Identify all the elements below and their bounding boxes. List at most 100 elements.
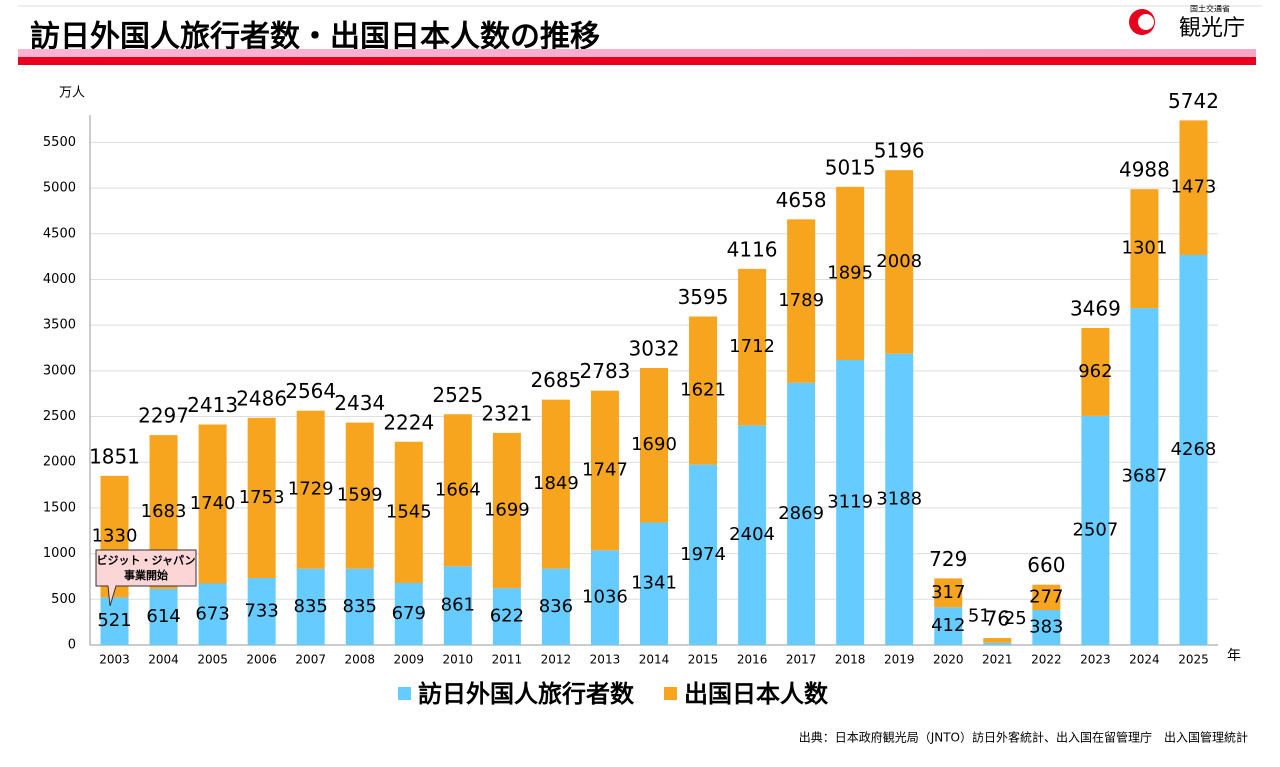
y-tick-label: 2500 [43,409,76,424]
bar-segment [590,550,619,645]
bar-segment [1179,254,1208,645]
value-label: 1621 [680,380,726,401]
bar-segment [1081,328,1110,416]
x-tick-label: 2022 [1031,653,1062,667]
source: 出典：日本政府観光局（JNTO）訪日外客統計、出入国在留管理庁 出入国管理統計 [799,730,1248,745]
total-label: 4988 [1119,158,1170,182]
value-label: 835 [343,596,377,617]
value-label: 962 [1078,361,1112,382]
value-label: 1789 [778,290,824,311]
value-label: 2008 [876,251,922,272]
page-title: 訪日外国人旅行者数・出国日本人数の推移 [30,20,600,55]
value-label: 2404 [729,524,775,545]
y-tick-label: 2000 [43,455,76,470]
value-label: 521 [97,610,131,631]
value-label: 4268 [1171,439,1217,460]
x-tick-label: 2012 [541,653,572,667]
value-label: 3188 [876,488,922,509]
bar-segment [149,588,178,645]
value-label: 1473 [1171,177,1217,198]
value-label: 1729 [288,479,334,500]
bar-segment [541,399,570,569]
value-label: 1599 [337,485,383,506]
value-label: 1895 [827,262,873,283]
x-tick-label: 2004 [148,653,179,667]
title-band [18,49,1256,57]
value-label: 835 [294,596,328,617]
value-label: 1849 [533,473,579,494]
legend-swatch [398,687,411,700]
value-label: 679 [392,603,426,624]
legend-label: 訪日外国人旅行者数 [418,680,635,708]
bar-segment [836,186,865,360]
x-tick-label: 2014 [639,653,670,667]
bar-segment [296,410,325,569]
value-label: 622 [490,606,524,627]
logo-org: 国土交通省 [1190,4,1230,14]
bar-segment [689,316,718,465]
total-label: 2783 [580,359,631,383]
value-label: 1753 [239,487,285,508]
value-label: 383 [1029,617,1063,638]
total-label: 2321 [481,401,532,425]
value-label: 3687 [1122,466,1168,487]
bar-segment [1032,610,1061,645]
bar-segment [247,578,276,645]
value-label: 2507 [1072,519,1118,540]
bar-segment [885,170,914,354]
value-label: 1740 [190,493,236,514]
total-label: 76 [985,607,1010,631]
x-tick-label: 2009 [394,653,425,667]
value-label: 1330 [92,526,138,547]
bar-segment [541,568,570,645]
total-label: 729 [929,547,967,571]
bar-segment [100,597,129,645]
legend-label: 出国日本人数 [684,680,829,708]
value-label: 1712 [729,336,775,357]
bar-segment [443,566,472,645]
y-tick-label: 0 [68,638,76,653]
value-label: 51 [968,606,991,627]
x-tick-label: 2006 [246,653,277,667]
x-tick-label: 2016 [737,653,768,667]
total-label: 1851 [89,444,140,468]
bar-segment [1081,415,1110,645]
bar-segment [198,583,227,645]
y-tick-label: 3500 [43,318,76,333]
bar-segment [247,417,276,579]
bar-segment [443,414,472,567]
value-label: 2869 [778,503,824,524]
bar-segment [640,368,668,523]
bar-segment [1130,308,1159,645]
x-tick-label: 2020 [933,653,964,667]
x-tick-label: 2008 [344,653,375,667]
bar-segment [345,568,374,645]
value-label: 1683 [141,501,187,522]
y-tick-label: 500 [51,592,76,607]
value-label: 1664 [435,479,481,500]
bar-segment [1179,120,1208,255]
x-axis-unit: 年 [1227,648,1241,664]
bar-segment [345,422,374,569]
bar-segment [689,464,718,645]
title-band-red [18,57,1256,65]
value-label: 1747 [582,460,628,481]
bar-segment [885,353,914,645]
bar-segment [198,424,227,584]
bar-segment [934,578,963,608]
value-label: 1036 [582,587,628,608]
x-tick-label: 2010 [443,653,474,667]
bar-segment [787,219,816,383]
bar-segment [983,638,1012,643]
y-tick-label: 4500 [43,226,76,241]
total-label: 5015 [825,155,876,179]
bar-segment [394,441,423,583]
value-label: 25 [1004,608,1027,629]
logo-mark-inner [1138,14,1154,30]
x-tick-label: 2019 [884,653,915,667]
value-label: 1301 [1122,238,1168,259]
value-label: 3119 [827,491,873,512]
logo-name: 観光庁 [1179,16,1245,41]
value-label: 1699 [484,500,530,521]
